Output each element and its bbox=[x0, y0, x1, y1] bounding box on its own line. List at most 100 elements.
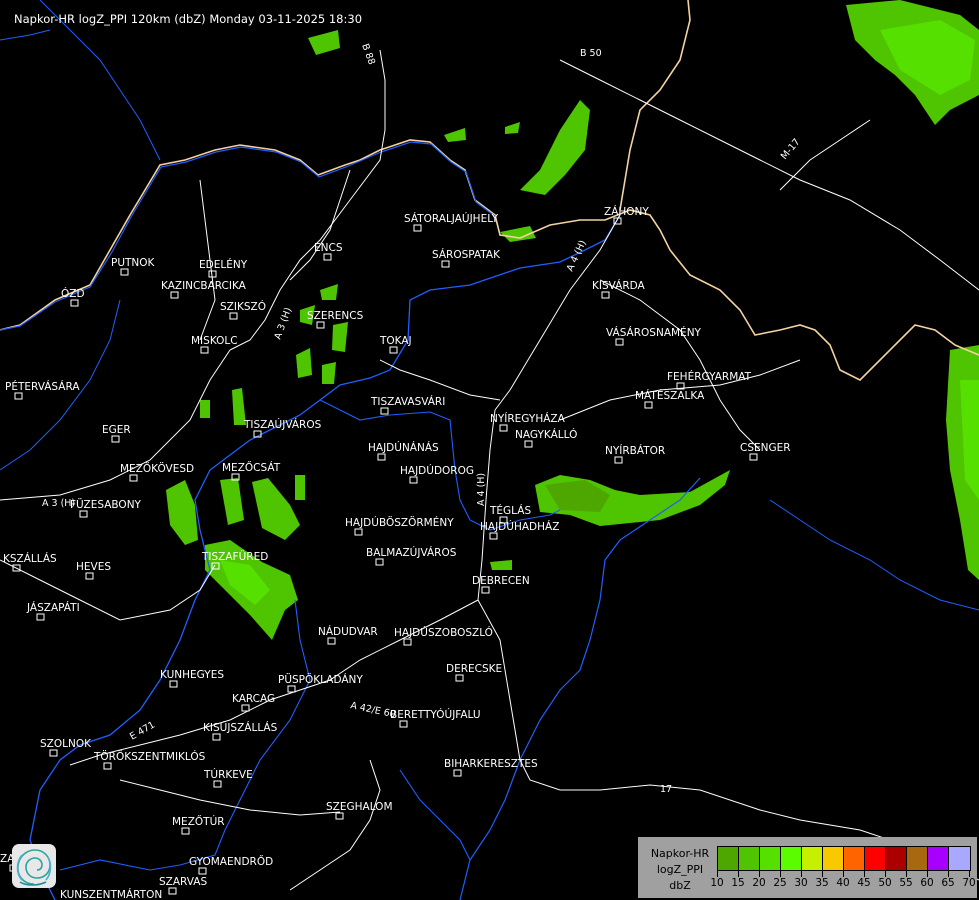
town-outline bbox=[120, 268, 129, 276]
town-outline bbox=[413, 224, 422, 232]
legend-swatch bbox=[802, 847, 823, 870]
radar-echo bbox=[880, 20, 975, 95]
color-legend: Napkor-HR logZ_PPI dbZ 10 15 20 25 30 35 40 45 5… bbox=[638, 837, 977, 898]
town-outline bbox=[327, 637, 336, 645]
city-label: FÜZESABONY bbox=[70, 498, 142, 511]
city-label: KUNHEGYES bbox=[160, 669, 224, 681]
city-label: NYÍREGYHÁZA bbox=[490, 412, 566, 425]
city-label: SZOLNOK bbox=[40, 738, 92, 750]
city-label: TÉGLÁS bbox=[489, 504, 531, 517]
town-outline bbox=[241, 704, 250, 712]
town-outline bbox=[644, 401, 653, 409]
city-label: TISZAFÜRED bbox=[201, 550, 268, 563]
road-line bbox=[0, 559, 216, 621]
legend-swatch bbox=[781, 847, 802, 870]
legend-product: logZ_PPI bbox=[656, 863, 704, 876]
radar-echo bbox=[500, 226, 536, 242]
city-label: EGER bbox=[102, 424, 131, 436]
city-label: TISZAÚJVÁROS bbox=[243, 418, 322, 431]
city-label: GYOMAENDRŐD bbox=[189, 854, 273, 868]
road-label: M-17 bbox=[779, 137, 803, 162]
legend-tick bbox=[948, 870, 949, 877]
radar-echo bbox=[545, 480, 610, 512]
legend-ticks bbox=[717, 870, 970, 878]
radar-echo bbox=[232, 388, 246, 425]
legend-swatch bbox=[760, 847, 781, 870]
legend-tick bbox=[780, 870, 781, 877]
town-outline bbox=[354, 528, 363, 536]
city-label: TOKAJ bbox=[379, 335, 412, 347]
city-label: TÖRÖKSZENTMIKLÓS bbox=[93, 750, 206, 763]
road-label: A 4 (H) bbox=[476, 473, 487, 506]
legend-tick bbox=[843, 870, 844, 877]
town-outline bbox=[481, 586, 490, 594]
legend-tick bbox=[822, 870, 823, 877]
road-line bbox=[69, 599, 479, 766]
town-outline bbox=[375, 558, 384, 566]
town-outline bbox=[181, 827, 190, 835]
road-line bbox=[289, 169, 351, 281]
city-label: BIHARKERESZTES bbox=[444, 758, 538, 770]
road-line bbox=[379, 359, 501, 401]
radar-echo bbox=[960, 380, 979, 500]
city-label: EDELÉNY bbox=[199, 258, 248, 271]
radar-echo bbox=[252, 478, 300, 540]
city-label: HAJDÚNÁNÁS bbox=[368, 441, 439, 454]
road-line bbox=[559, 359, 801, 421]
radar-echo bbox=[300, 305, 315, 325]
radar-echo bbox=[332, 322, 348, 352]
city-label: BERETTYÓÚJFALU bbox=[390, 708, 481, 721]
city-label: NAGYKÁLLÓ bbox=[515, 428, 577, 441]
city-label: KAZINCBARCIKA bbox=[161, 280, 247, 292]
legend-tick-label: 45 bbox=[857, 877, 871, 889]
town-outline bbox=[231, 473, 240, 481]
legend-swatch bbox=[865, 847, 886, 870]
city-label: PÉTERVÁSÁRA bbox=[5, 380, 80, 393]
town-outline bbox=[212, 733, 221, 741]
legend-tick-label: 50 bbox=[878, 877, 892, 889]
town-outline bbox=[79, 510, 88, 518]
river-line bbox=[399, 769, 471, 861]
town-outline bbox=[103, 762, 112, 770]
city-label: ENCS bbox=[314, 242, 343, 254]
road-line bbox=[599, 279, 761, 451]
legend-tick-label: 10 bbox=[710, 877, 724, 889]
legend-unit: dbZ bbox=[669, 879, 691, 892]
radar-echo bbox=[296, 348, 312, 378]
city-label: SZARVAS bbox=[159, 876, 207, 888]
legend-swatch bbox=[928, 847, 949, 870]
river-line bbox=[39, 0, 161, 161]
road-label: B 50 bbox=[580, 48, 602, 59]
town-outline bbox=[200, 346, 209, 354]
city-label: KUNSZENTMÁRTON bbox=[60, 888, 162, 900]
river-line bbox=[319, 399, 561, 531]
legend-swatch bbox=[907, 847, 928, 870]
legend-tick-label: 15 bbox=[731, 877, 745, 889]
napkor-logo bbox=[12, 844, 56, 888]
town-outline bbox=[198, 867, 207, 875]
city-label: MISKOLC bbox=[191, 335, 238, 347]
city-label: MEZŐTÚR bbox=[172, 814, 225, 828]
city-label: HAJDÚDOROG bbox=[400, 464, 474, 477]
city-label: NÁDUDVAR bbox=[318, 625, 378, 638]
road-line bbox=[779, 119, 871, 191]
radar-echoes bbox=[166, 0, 979, 640]
legend-tick bbox=[717, 870, 718, 877]
town-outline bbox=[253, 430, 262, 438]
town-outline bbox=[399, 720, 408, 728]
river-line bbox=[29, 214, 621, 900]
city-label: SZEGHALOM bbox=[326, 801, 393, 813]
town-outline bbox=[316, 321, 325, 329]
map-title: Napkor-HR logZ_PPI 120km (dbZ) Monday 03… bbox=[14, 12, 363, 26]
legend-tick bbox=[864, 870, 865, 877]
legend-tick-label: 65 bbox=[941, 877, 955, 889]
city-label: HAJDÚSZOBOSZLÓ bbox=[394, 626, 493, 639]
legend-tick-label: 20 bbox=[752, 877, 766, 889]
city-label: ZÁHONY bbox=[604, 205, 649, 218]
legend-swatch bbox=[823, 847, 844, 870]
town-outline bbox=[169, 680, 178, 688]
city-label: MÁTÉSZALKA bbox=[635, 389, 705, 402]
city-label: HAJDÚBÖSZÖRMÉNY bbox=[345, 516, 454, 529]
radar-echo bbox=[320, 284, 338, 300]
city-label: ZA bbox=[0, 853, 15, 865]
